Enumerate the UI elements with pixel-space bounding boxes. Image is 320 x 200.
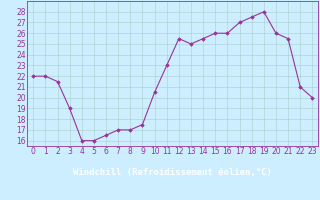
- Text: Windchill (Refroidissement éolien,°C): Windchill (Refroidissement éolien,°C): [73, 168, 272, 178]
